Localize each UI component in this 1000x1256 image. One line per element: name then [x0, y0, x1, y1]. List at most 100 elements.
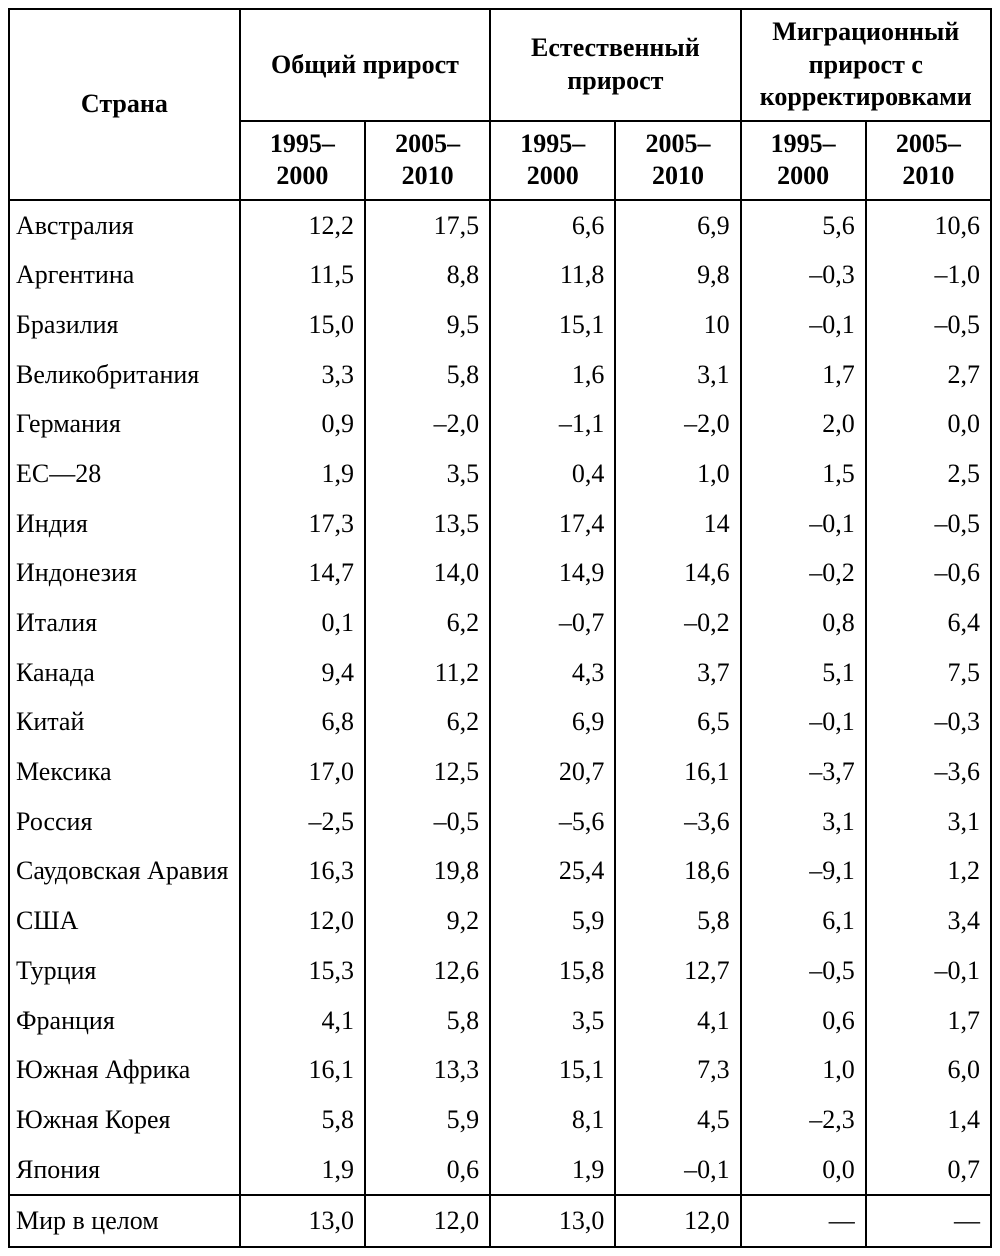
table-row: Италия0,16,2–0,7–0,20,86,4 [9, 598, 991, 648]
cell-value: 17,0 [240, 747, 365, 797]
cell-country: Канада [9, 648, 240, 698]
table-row: Турция15,312,615,812,7–0,5–0,1 [9, 946, 991, 996]
cell-value: 17,5 [365, 200, 490, 251]
cell-value: 12,5 [365, 747, 490, 797]
cell-country: Аргентина [9, 250, 240, 300]
cell-value: –1,1 [490, 399, 615, 449]
table-row: Индия17,313,517,414–0,1–0,5 [9, 499, 991, 549]
cell-value: 5,8 [365, 350, 490, 400]
header-period: 2005–2010 [365, 121, 490, 200]
cell-value: 7,5 [866, 648, 991, 698]
cell-value: — [866, 1195, 991, 1247]
cell-value: 1,7 [741, 350, 866, 400]
table-row: Индонезия14,714,014,914,6–0,2–0,6 [9, 548, 991, 598]
cell-value: 9,2 [365, 896, 490, 946]
cell-country: Германия [9, 399, 240, 449]
table-row: Канада9,411,24,33,75,17,5 [9, 648, 991, 698]
cell-value: 1,6 [490, 350, 615, 400]
table-row: Япония1,90,61,9–0,10,00,7 [9, 1145, 991, 1196]
cell-value: –0,6 [866, 548, 991, 598]
cell-value: 1,9 [490, 1145, 615, 1196]
cell-value: 15,1 [490, 300, 615, 350]
cell-value: 9,4 [240, 648, 365, 698]
cell-country: Бразилия [9, 300, 240, 350]
cell-value: 12,7 [615, 946, 740, 996]
cell-value: 14,7 [240, 548, 365, 598]
cell-value: 0,0 [741, 1145, 866, 1196]
cell-value: 15,3 [240, 946, 365, 996]
header-country: Страна [9, 9, 240, 200]
cell-value: 16,3 [240, 846, 365, 896]
cell-value: 3,5 [490, 996, 615, 1046]
cell-value: –0,5 [365, 797, 490, 847]
cell-value: 2,7 [866, 350, 991, 400]
cell-country: Япония [9, 1145, 240, 1196]
cell-value: — [741, 1195, 866, 1247]
cell-value: 17,4 [490, 499, 615, 549]
cell-value: 0,1 [240, 598, 365, 648]
cell-value: –2,3 [741, 1095, 866, 1145]
cell-country: США [9, 896, 240, 946]
table-row: Австралия12,217,56,66,95,610,6 [9, 200, 991, 251]
cell-value: 5,8 [615, 896, 740, 946]
cell-value: 6,2 [365, 697, 490, 747]
cell-value: 14,6 [615, 548, 740, 598]
cell-value: 6,9 [490, 697, 615, 747]
cell-value: –0,5 [741, 946, 866, 996]
cell-country: Саудовская Аравия [9, 846, 240, 896]
cell-value: 5,9 [365, 1095, 490, 1145]
cell-value: 5,1 [741, 648, 866, 698]
cell-country: ЕС—28 [9, 449, 240, 499]
cell-country: Италия [9, 598, 240, 648]
cell-value: 0,6 [365, 1145, 490, 1196]
cell-value: –3,6 [866, 747, 991, 797]
cell-value: –1,0 [866, 250, 991, 300]
cell-value: –0,5 [866, 300, 991, 350]
cell-value: 8,8 [365, 250, 490, 300]
cell-value: –0,3 [866, 697, 991, 747]
header-group-migration: Миграционный прирост с корректировками [741, 9, 991, 121]
cell-value: 5,8 [240, 1095, 365, 1145]
cell-value: 4,1 [240, 996, 365, 1046]
cell-value: 13,0 [490, 1195, 615, 1247]
cell-value: 4,1 [615, 996, 740, 1046]
cell-value: 12,0 [365, 1195, 490, 1247]
cell-value: 13,0 [240, 1195, 365, 1247]
cell-country: Россия [9, 797, 240, 847]
cell-country: Великобритания [9, 350, 240, 400]
cell-value: –0,3 [741, 250, 866, 300]
header-group-natural: Естественный прирост [490, 9, 740, 121]
cell-value: 6,0 [866, 1045, 991, 1095]
header-period: 1995–2000 [490, 121, 615, 200]
cell-value: 18,6 [615, 846, 740, 896]
header-period: 1995–2000 [741, 121, 866, 200]
cell-value: 6,8 [240, 697, 365, 747]
cell-value: –0,7 [490, 598, 615, 648]
header-period: 2005–2010 [615, 121, 740, 200]
cell-value: 5,9 [490, 896, 615, 946]
cell-value: 1,2 [866, 846, 991, 896]
cell-value: 13,3 [365, 1045, 490, 1095]
cell-value: –0,1 [615, 1145, 740, 1196]
cell-value: 1,0 [741, 1045, 866, 1095]
table-row: Южная Корея5,85,98,14,5–2,31,4 [9, 1095, 991, 1145]
cell-value: –9,1 [741, 846, 866, 896]
cell-country: Турция [9, 946, 240, 996]
table-row: США12,09,25,95,86,13,4 [9, 896, 991, 946]
cell-country: Австралия [9, 200, 240, 251]
table-body: Австралия12,217,56,66,95,610,6Аргентина 1… [9, 200, 991, 1247]
cell-value: 11,8 [490, 250, 615, 300]
cell-value: 3,3 [240, 350, 365, 400]
header-period: 1995–2000 [240, 121, 365, 200]
cell-value: 14 [615, 499, 740, 549]
table-row: Россия–2,5–0,5–5,6–3,63,13,1 [9, 797, 991, 847]
cell-value: 15,1 [490, 1045, 615, 1095]
cell-value: –3,6 [615, 797, 740, 847]
cell-value: 5,8 [365, 996, 490, 1046]
cell-country: Франция [9, 996, 240, 1046]
table-row: Германия0,9–2,0–1,1–2,02,00,0 [9, 399, 991, 449]
cell-value: 3,1 [615, 350, 740, 400]
cell-value: 8,1 [490, 1095, 615, 1145]
cell-value: –0,5 [866, 499, 991, 549]
cell-value: 3,1 [741, 797, 866, 847]
